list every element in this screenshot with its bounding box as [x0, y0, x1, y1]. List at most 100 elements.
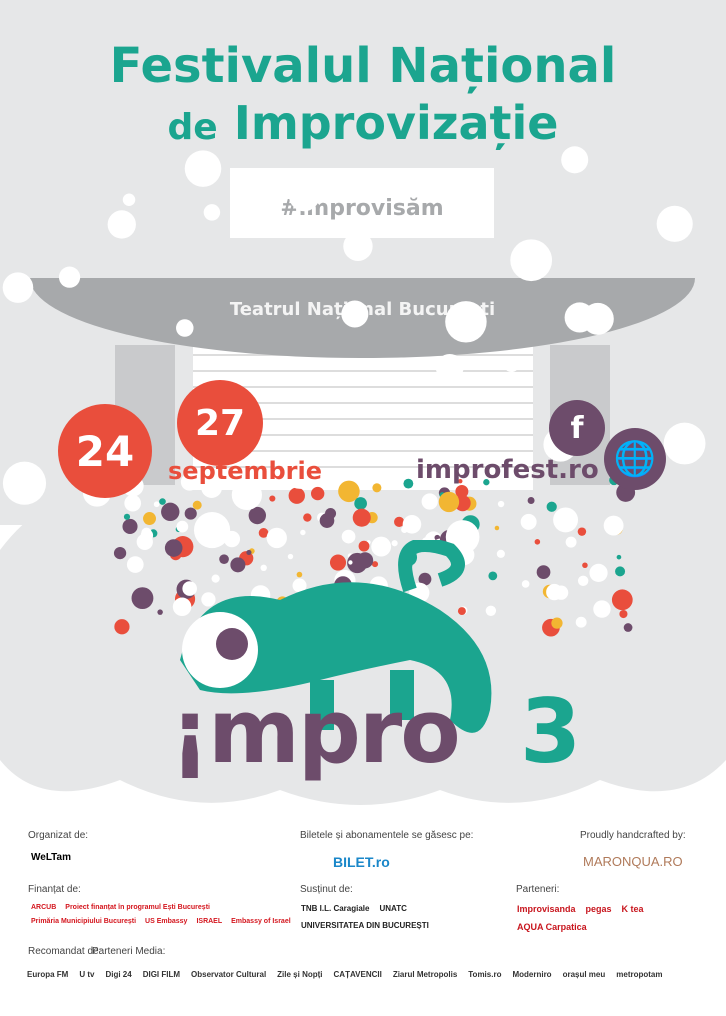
- confetti-dot: [577, 575, 589, 587]
- sponsor-logo[interactable]: DIGI FILM: [142, 970, 181, 979]
- sponsor-logo[interactable]: Improvisanda: [517, 904, 576, 914]
- title-improvizatie: Improvizație: [233, 96, 559, 150]
- snow-bubble: [176, 319, 194, 337]
- parteneri-label: Parteneri:: [516, 884, 560, 895]
- confetti-dot: [577, 527, 587, 536]
- snow-bubble: [2, 461, 47, 505]
- organizat-logos: WeLTam: [28, 850, 74, 865]
- sponsor-logo[interactable]: pegas: [585, 904, 612, 914]
- confetti-dot: [341, 529, 356, 544]
- confetti-dot: [338, 480, 360, 503]
- sponsor-logo[interactable]: metropotam: [616, 970, 663, 979]
- confetti-dot: [159, 498, 166, 505]
- confetti-dot: [391, 540, 398, 547]
- sponsor-logo[interactable]: ISRAEL: [196, 918, 223, 925]
- date-start: 24: [58, 404, 152, 498]
- snow-bubble: [288, 180, 320, 212]
- sponsor-logo[interactable]: UNATC: [379, 904, 407, 913]
- sponsor-logo[interactable]: BILET.ro: [333, 854, 390, 870]
- confetti-dot: [521, 580, 530, 588]
- confetti-dot: [455, 485, 469, 498]
- confetti-dot: [619, 609, 628, 619]
- confetti-dot: [464, 476, 472, 485]
- confetti-dot: [457, 607, 466, 616]
- confetti-dot: [113, 546, 127, 560]
- sponsor-logo[interactable]: TNB I.L. Caragiale: [301, 904, 370, 913]
- sponsor-logo[interactable]: Moderniro: [512, 970, 552, 979]
- confetti-dot: [303, 513, 312, 522]
- confetti-dot: [593, 600, 611, 618]
- sponsor-logo[interactable]: Proiect finanțat în programul Ești Bucur…: [65, 904, 210, 911]
- snow-bubble: [122, 193, 136, 206]
- sponsor-logo[interactable]: Digi 24: [105, 970, 132, 979]
- sponsor-logo[interactable]: WeLTam: [31, 852, 72, 863]
- confetti-dot: [611, 589, 633, 611]
- sponsor-logo[interactable]: MARONQUA.RO: [583, 854, 683, 869]
- sponsor-logo[interactable]: orașul meu: [562, 970, 606, 979]
- confetti-dot: [352, 508, 371, 527]
- sustinut-logos: TNB I.L. Caragiale UNATC UNIVERSITATEA DIN…: [298, 902, 528, 932]
- confetti-dot: [565, 536, 577, 548]
- confetti-dot: [582, 562, 588, 569]
- sponsor-logo[interactable]: Tomis.ro: [468, 970, 502, 979]
- confetti-dot: [421, 493, 438, 510]
- confetti-dot: [354, 497, 367, 510]
- recomandat-label: Recomandat de:: [28, 946, 102, 957]
- finantat-label: Finanțat de:: [28, 884, 81, 895]
- impro-logo: ¡mpro: [170, 680, 461, 783]
- sponsor-logo[interactable]: Ziarul Metropolis: [392, 970, 458, 979]
- confetti-dot: [357, 552, 374, 569]
- confetti-dot: [124, 494, 142, 512]
- sponsor-logo[interactable]: Europa FM: [27, 970, 69, 979]
- sponsor-logo[interactable]: Observator Cultural: [191, 970, 267, 979]
- sponsor-logo[interactable]: U tv: [79, 970, 95, 979]
- snow-bubble: [203, 204, 221, 221]
- snow-bubble: [561, 146, 589, 174]
- sponsor-logo[interactable]: Zile și Nopți: [277, 970, 323, 979]
- sponsor-logo[interactable]: AQUA Carpatica: [517, 922, 587, 932]
- snow-bubble: [663, 422, 706, 465]
- confetti-dot: [438, 491, 460, 513]
- confetti-dot: [358, 540, 370, 552]
- confetti-dot: [126, 556, 144, 573]
- sponsor-logo[interactable]: UNIVERSITATEA DIN BUCUREȘTI: [301, 921, 429, 930]
- sponsor-logo[interactable]: Embassy of Israel: [231, 918, 291, 925]
- snow-bubble: [341, 300, 369, 328]
- month: septembrie: [168, 457, 323, 485]
- sponsor-logo[interactable]: ARCUB: [31, 904, 57, 911]
- confetti-dot: [536, 565, 551, 580]
- website-link[interactable]: improfest.ro: [416, 455, 599, 485]
- snow-bubble: [503, 356, 520, 373]
- sponsor-logo[interactable]: US Embassy: [145, 918, 188, 925]
- confetti-dot: [483, 479, 490, 486]
- bilete-label: Biletele și abonamentele se găsesc pe:: [300, 830, 474, 841]
- date-end: 27: [177, 380, 263, 466]
- confetti-dot: [348, 560, 353, 565]
- chameleon-mascot: [180, 540, 492, 733]
- confetti-dot: [615, 566, 626, 577]
- confetti-dot: [589, 563, 608, 582]
- title-de: de: [167, 107, 218, 148]
- sponsor-logo[interactable]: Primăria Municipiului București: [31, 918, 137, 925]
- sponsor-logo[interactable]: CAȚAVENCII: [333, 970, 382, 979]
- globe-icon[interactable]: 🌐: [604, 428, 666, 490]
- confetti-dot: [122, 518, 138, 535]
- snow-bubble: [2, 272, 34, 303]
- confetti-dot: [546, 583, 563, 601]
- snow-bubble: [58, 266, 81, 288]
- confetti-dot: [184, 507, 197, 520]
- confetti-dot: [311, 486, 325, 501]
- sponsor-logo[interactable]: K tea: [621, 904, 644, 914]
- confetti-dot: [164, 539, 183, 557]
- snow-bubble: [107, 210, 136, 239]
- confetti-dot: [527, 497, 535, 504]
- confetti-dot: [402, 515, 422, 534]
- bilete-logos: BILET.ro: [330, 852, 393, 872]
- confetti-dot: [246, 549, 252, 556]
- confetti-dot: [230, 557, 246, 573]
- confetti-dot: [296, 571, 303, 578]
- finantat-logos: ARCUB Proiect finanțat în programul Ești …: [28, 902, 298, 927]
- facebook-icon[interactable]: f: [549, 400, 605, 456]
- confetti-dot: [157, 609, 163, 615]
- confetti-dot: [176, 520, 189, 533]
